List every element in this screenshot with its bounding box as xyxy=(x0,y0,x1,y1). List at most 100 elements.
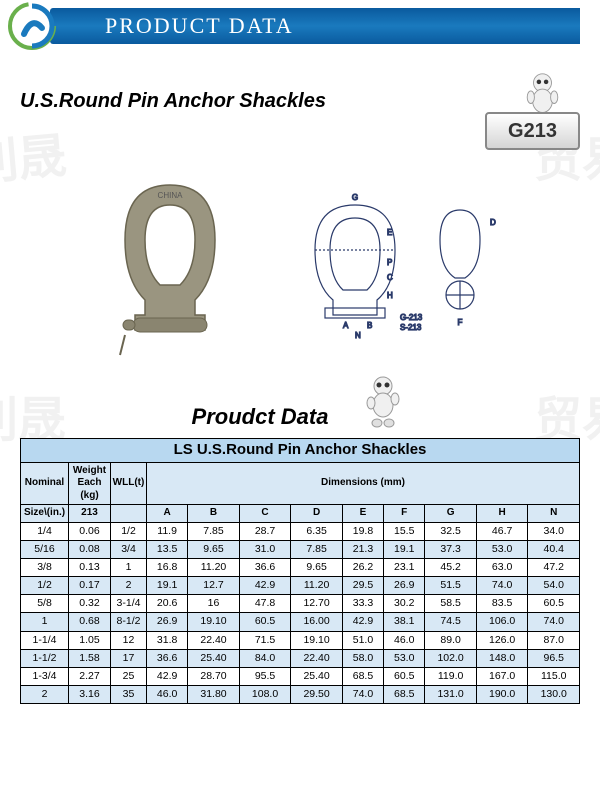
cell-G: 102.0 xyxy=(425,649,477,667)
table-row: 23.163546.031.80108.029.5074.068.5131.01… xyxy=(21,685,580,703)
svg-text:S-213: S-213 xyxy=(400,323,422,332)
svg-text:B: B xyxy=(367,321,372,330)
cell-N: 40.4 xyxy=(528,540,580,558)
th-H: H xyxy=(476,505,528,523)
cell-B: 19.10 xyxy=(188,613,240,631)
cell-C: 36.6 xyxy=(239,559,291,577)
cell-N: 47.2 xyxy=(528,559,580,577)
cell-A: 31.8 xyxy=(147,631,188,649)
cell-C: 84.0 xyxy=(239,649,291,667)
cell-D: 9.65 xyxy=(291,559,343,577)
cell-N: 96.5 xyxy=(528,649,580,667)
cell-wt: 0.06 xyxy=(69,522,111,540)
cell-G: 131.0 xyxy=(425,685,477,703)
th-nominal: Nominal xyxy=(21,462,69,505)
svg-text:E: E xyxy=(387,228,392,237)
cell-N: 130.0 xyxy=(528,685,580,703)
cell-wt: 0.13 xyxy=(69,559,111,577)
cell-C: 31.0 xyxy=(239,540,291,558)
cell-size: 1 xyxy=(21,613,69,631)
cell-wll: 1/2 xyxy=(111,522,147,540)
product-title: U.S.Round Pin Anchor Shackles xyxy=(20,90,326,113)
cell-A: 13.5 xyxy=(147,540,188,558)
cell-A: 16.8 xyxy=(147,559,188,577)
cell-C: 28.7 xyxy=(239,522,291,540)
table-row: 1/20.17219.112.742.911.2029.526.951.574.… xyxy=(21,577,580,595)
table-row: 10.688-1/226.919.1060.516.0042.938.174.5… xyxy=(21,613,580,631)
cell-size: 5/8 xyxy=(21,595,69,613)
cell-E: 26.2 xyxy=(342,559,383,577)
cell-F: 38.1 xyxy=(384,613,425,631)
cell-D: 22.40 xyxy=(291,649,343,667)
cell-E: 21.3 xyxy=(342,540,383,558)
cell-D: 7.85 xyxy=(291,540,343,558)
cell-B: 7.85 xyxy=(188,522,240,540)
cell-size: 2 xyxy=(21,685,69,703)
cell-wt: 1.58 xyxy=(69,649,111,667)
cell-A: 36.6 xyxy=(147,649,188,667)
cell-D: 6.35 xyxy=(291,522,343,540)
table-row: 3/80.13116.811.2036.69.6526.223.145.263.… xyxy=(21,559,580,577)
cell-B: 22.40 xyxy=(188,631,240,649)
cell-B: 28.70 xyxy=(188,667,240,685)
cell-A: 42.9 xyxy=(147,667,188,685)
cell-G: 45.2 xyxy=(425,559,477,577)
cell-wt: 0.17 xyxy=(69,577,111,595)
cell-D: 25.40 xyxy=(291,667,343,685)
cell-H: 190.0 xyxy=(476,685,528,703)
cell-N: 60.5 xyxy=(528,595,580,613)
cell-D: 19.10 xyxy=(291,631,343,649)
cell-wt: 0.32 xyxy=(69,595,111,613)
cell-N: 74.0 xyxy=(528,613,580,631)
cell-G: 58.5 xyxy=(425,595,477,613)
cell-G: 32.5 xyxy=(425,522,477,540)
table-title: Proudct Data xyxy=(192,404,329,430)
cell-wll: 35 xyxy=(111,685,147,703)
banner-bar: PRODUCT DATA xyxy=(50,8,580,44)
th-B: B xyxy=(188,505,240,523)
svg-text:D: D xyxy=(490,218,496,227)
cell-G: 89.0 xyxy=(425,631,477,649)
cell-A: 11.9 xyxy=(147,522,188,540)
th-dimensions: Dimensions (mm) xyxy=(147,462,580,505)
cell-H: 83.5 xyxy=(476,595,528,613)
th-wll: WLL(t) xyxy=(111,462,147,505)
cell-H: 106.0 xyxy=(476,613,528,631)
table-row: 5/160.083/413.59.6531.07.8521.319.137.35… xyxy=(21,540,580,558)
th-A: A xyxy=(147,505,188,523)
banner-title: PRODUCT DATA xyxy=(50,8,580,39)
cell-B: 12.7 xyxy=(188,577,240,595)
cell-D: 16.00 xyxy=(291,613,343,631)
cell-wll: 2 xyxy=(111,577,147,595)
cell-B: 31.80 xyxy=(188,685,240,703)
cell-size: 1-3/4 xyxy=(21,667,69,685)
cell-N: 34.0 xyxy=(528,522,580,540)
cell-F: 19.1 xyxy=(384,540,425,558)
svg-text:A: A xyxy=(343,321,349,330)
th-G: G xyxy=(425,505,477,523)
cell-D: 12.70 xyxy=(291,595,343,613)
cell-H: 46.7 xyxy=(476,522,528,540)
product-photo: CHINA xyxy=(95,170,245,360)
th-F: F xyxy=(384,505,425,523)
cell-wll: 3-1/4 xyxy=(111,595,147,613)
cell-wll: 17 xyxy=(111,649,147,667)
cell-E: 42.9 xyxy=(342,613,383,631)
cell-C: 42.9 xyxy=(239,577,291,595)
cell-F: 15.5 xyxy=(384,522,425,540)
cell-B: 11.20 xyxy=(188,559,240,577)
header-banner: PRODUCT DATA xyxy=(0,0,600,55)
cell-H: 74.0 xyxy=(476,577,528,595)
cell-E: 68.5 xyxy=(342,667,383,685)
cell-B: 9.65 xyxy=(188,540,240,558)
cell-wt: 2.27 xyxy=(69,667,111,685)
cell-E: 29.5 xyxy=(342,577,383,595)
cell-H: 167.0 xyxy=(476,667,528,685)
cell-A: 26.9 xyxy=(147,613,188,631)
th-weight: Weight Each (kg) xyxy=(69,462,111,505)
cell-C: 71.5 xyxy=(239,631,291,649)
cell-wll: 3/4 xyxy=(111,540,147,558)
cell-F: 30.2 xyxy=(384,595,425,613)
svg-text:P: P xyxy=(387,258,392,267)
cell-F: 46.0 xyxy=(384,631,425,649)
